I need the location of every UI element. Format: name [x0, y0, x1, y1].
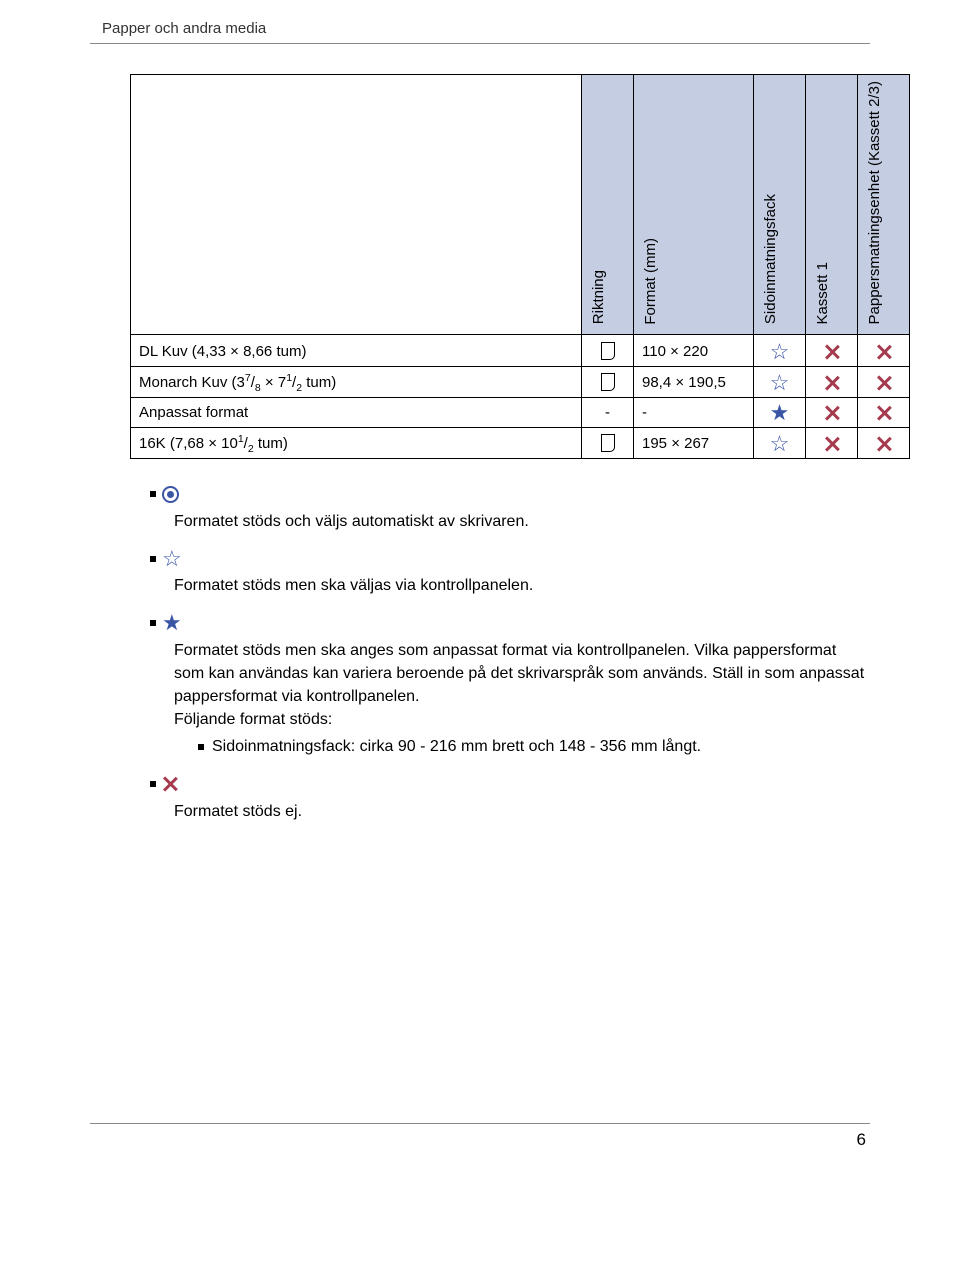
cell-name: Monarch Kuv (37/8 × 71/2 tum): [131, 366, 582, 397]
cell-format: 195 × 267: [634, 427, 754, 458]
star-outline-icon: ☆: [770, 375, 790, 391]
cell-direction: [582, 427, 634, 458]
cell-format: 110 × 220: [634, 335, 754, 366]
note-text: Formatet stöds och väljs automatiskt av …: [174, 510, 870, 533]
col-format: Format (mm): [634, 75, 754, 335]
cell-bypass: ☆: [754, 366, 806, 397]
running-head: Papper och andra media: [90, 20, 870, 44]
cross-icon: [876, 344, 892, 360]
cell-direction: -: [582, 397, 634, 427]
portrait-icon: [601, 373, 615, 391]
cell-bypass: ☆: [754, 427, 806, 458]
cross-icon: [876, 375, 892, 391]
note-unsupported: Formatet stöds ej.: [150, 772, 870, 822]
star-filled-icon: ★: [770, 405, 790, 421]
note-select: ☆ Formatet stöds men ska väljas via kont…: [150, 547, 870, 597]
cell-feeder: [858, 366, 910, 397]
note-custom: ★ Formatet stöds men ska anges som anpas…: [150, 611, 870, 758]
page-number: 6: [90, 1130, 870, 1150]
cell-cassette1: [806, 366, 858, 397]
cell-name: Anpassat format: [131, 397, 582, 427]
star-filled-icon: ★: [162, 615, 182, 631]
table-row: Anpassat format--★: [131, 397, 910, 427]
sub-item: Sidoinmatningsfack: cirka 90 - 216 mm br…: [212, 738, 701, 755]
table-row: DL Kuv (4,33 × 8,66 tum) 110 × 220 ☆: [131, 335, 910, 366]
cell-name: 16K (7,68 × 101/2 tum): [131, 427, 582, 458]
cell-cassette1: [806, 397, 858, 427]
table-row: Monarch Kuv (37/8 × 71/2 tum) 98,4 × 190,…: [131, 366, 910, 397]
col-cassette1: Kassett 1: [806, 75, 858, 335]
cell-feeder: [858, 335, 910, 366]
star-outline-icon: ☆: [770, 436, 790, 452]
paper-format-table: Riktning Format (mm) Sidoinmatningsfack …: [130, 74, 910, 459]
cross-icon: [824, 344, 840, 360]
cross-icon: [876, 405, 892, 421]
col-bypass: Sidoinmatningsfack: [754, 75, 806, 335]
note-text: Formatet stöds men ska anges som anpassa…: [174, 639, 870, 759]
cell-bypass: ☆: [754, 335, 806, 366]
cell-direction: [582, 335, 634, 366]
cell-feeder: [858, 427, 910, 458]
target-icon: [162, 486, 179, 503]
cell-direction: [582, 366, 634, 397]
note-text: Formatet stöds ej.: [174, 800, 870, 823]
star-outline-icon: ☆: [770, 344, 790, 360]
col-feeder: Pappersmatningsenhet (Kassett 2/3): [858, 75, 910, 335]
col-name: [131, 75, 582, 335]
cell-cassette1: [806, 335, 858, 366]
cross-icon: [824, 405, 840, 421]
cell-bypass: ★: [754, 397, 806, 427]
star-outline-icon: ☆: [162, 551, 182, 567]
cross-icon: [876, 436, 892, 452]
cell-feeder: [858, 397, 910, 427]
note-text: Formatet stöds men ska väljas via kontro…: [174, 574, 870, 597]
note-auto: Formatet stöds och väljs automatiskt av …: [150, 483, 870, 533]
cell-format: -: [634, 397, 754, 427]
cross-icon: [824, 375, 840, 391]
table-row: 16K (7,68 × 101/2 tum) 195 × 267 ☆: [131, 427, 910, 458]
portrait-icon: [601, 434, 615, 452]
cross-icon: [162, 776, 178, 792]
portrait-icon: [601, 342, 615, 360]
legend-notes: Formatet stöds och väljs automatiskt av …: [150, 483, 870, 823]
cell-name: DL Kuv (4,33 × 8,66 tum): [131, 335, 582, 366]
cell-format: 98,4 × 190,5: [634, 366, 754, 397]
col-direction: Riktning: [582, 75, 634, 335]
cell-cassette1: [806, 427, 858, 458]
page-footer-rule: [90, 1123, 870, 1124]
cross-icon: [824, 436, 840, 452]
